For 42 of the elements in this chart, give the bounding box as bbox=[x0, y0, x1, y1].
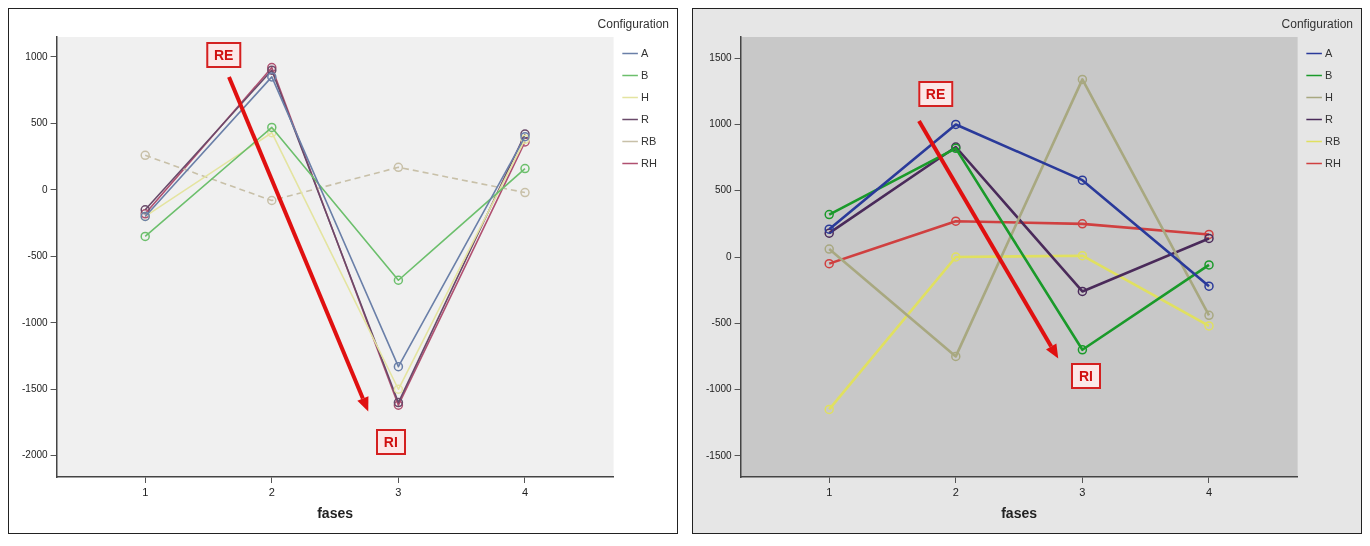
legend-label: A bbox=[1325, 46, 1334, 59]
x-tick-label: 1 bbox=[826, 485, 833, 498]
x-tick-label: 1 bbox=[142, 485, 149, 498]
x-tick-label: 3 bbox=[1079, 485, 1086, 498]
y-tick-label: 1500 bbox=[709, 51, 733, 63]
legend-label: B bbox=[1325, 68, 1333, 81]
x-tick-label: 2 bbox=[952, 485, 959, 498]
x-axis-title: fases bbox=[317, 505, 354, 522]
legend-label: A bbox=[641, 46, 650, 59]
legend-label: RB bbox=[641, 134, 657, 147]
y-tick-label: -500 bbox=[711, 317, 733, 329]
y-tick-label: 1000 bbox=[25, 50, 49, 62]
y-tick-label: 1000 bbox=[709, 118, 733, 130]
legend-title: Configuration bbox=[597, 17, 669, 31]
legend-title: Configuration bbox=[1281, 17, 1353, 31]
y-tick-label: -500 bbox=[27, 250, 49, 262]
legend-label: R bbox=[641, 112, 650, 125]
legend-label: RH bbox=[641, 156, 658, 169]
y-tick-label: -2000 bbox=[22, 449, 49, 461]
y-tick-label: -1500 bbox=[22, 383, 49, 395]
x-tick-label: 2 bbox=[268, 485, 275, 498]
legend-label: RH bbox=[1325, 156, 1342, 169]
legend-label: RB bbox=[1325, 134, 1341, 147]
legend-label: H bbox=[641, 90, 650, 103]
annotation: RI bbox=[1070, 362, 1101, 389]
x-tick-label: 3 bbox=[395, 485, 402, 498]
legend-label: H bbox=[1325, 90, 1334, 103]
y-tick-label: -1000 bbox=[706, 383, 733, 395]
annotation: RI bbox=[375, 428, 406, 455]
y-tick-label: -1000 bbox=[22, 316, 49, 328]
y-tick-label: 500 bbox=[714, 184, 733, 196]
x-axis-title: fases bbox=[1001, 505, 1038, 522]
legend-label: R bbox=[1325, 112, 1334, 125]
y-tick-label: 500 bbox=[30, 117, 49, 129]
annotation: RE bbox=[917, 81, 954, 108]
y-tick-label: -1500 bbox=[706, 449, 733, 461]
x-tick-label: 4 bbox=[521, 485, 529, 498]
legend-label: B bbox=[641, 68, 649, 81]
y-tick-label: 0 bbox=[42, 183, 49, 195]
annotation: RE bbox=[205, 41, 242, 68]
x-tick-label: 4 bbox=[1205, 485, 1213, 498]
y-tick-label: 0 bbox=[726, 250, 733, 262]
